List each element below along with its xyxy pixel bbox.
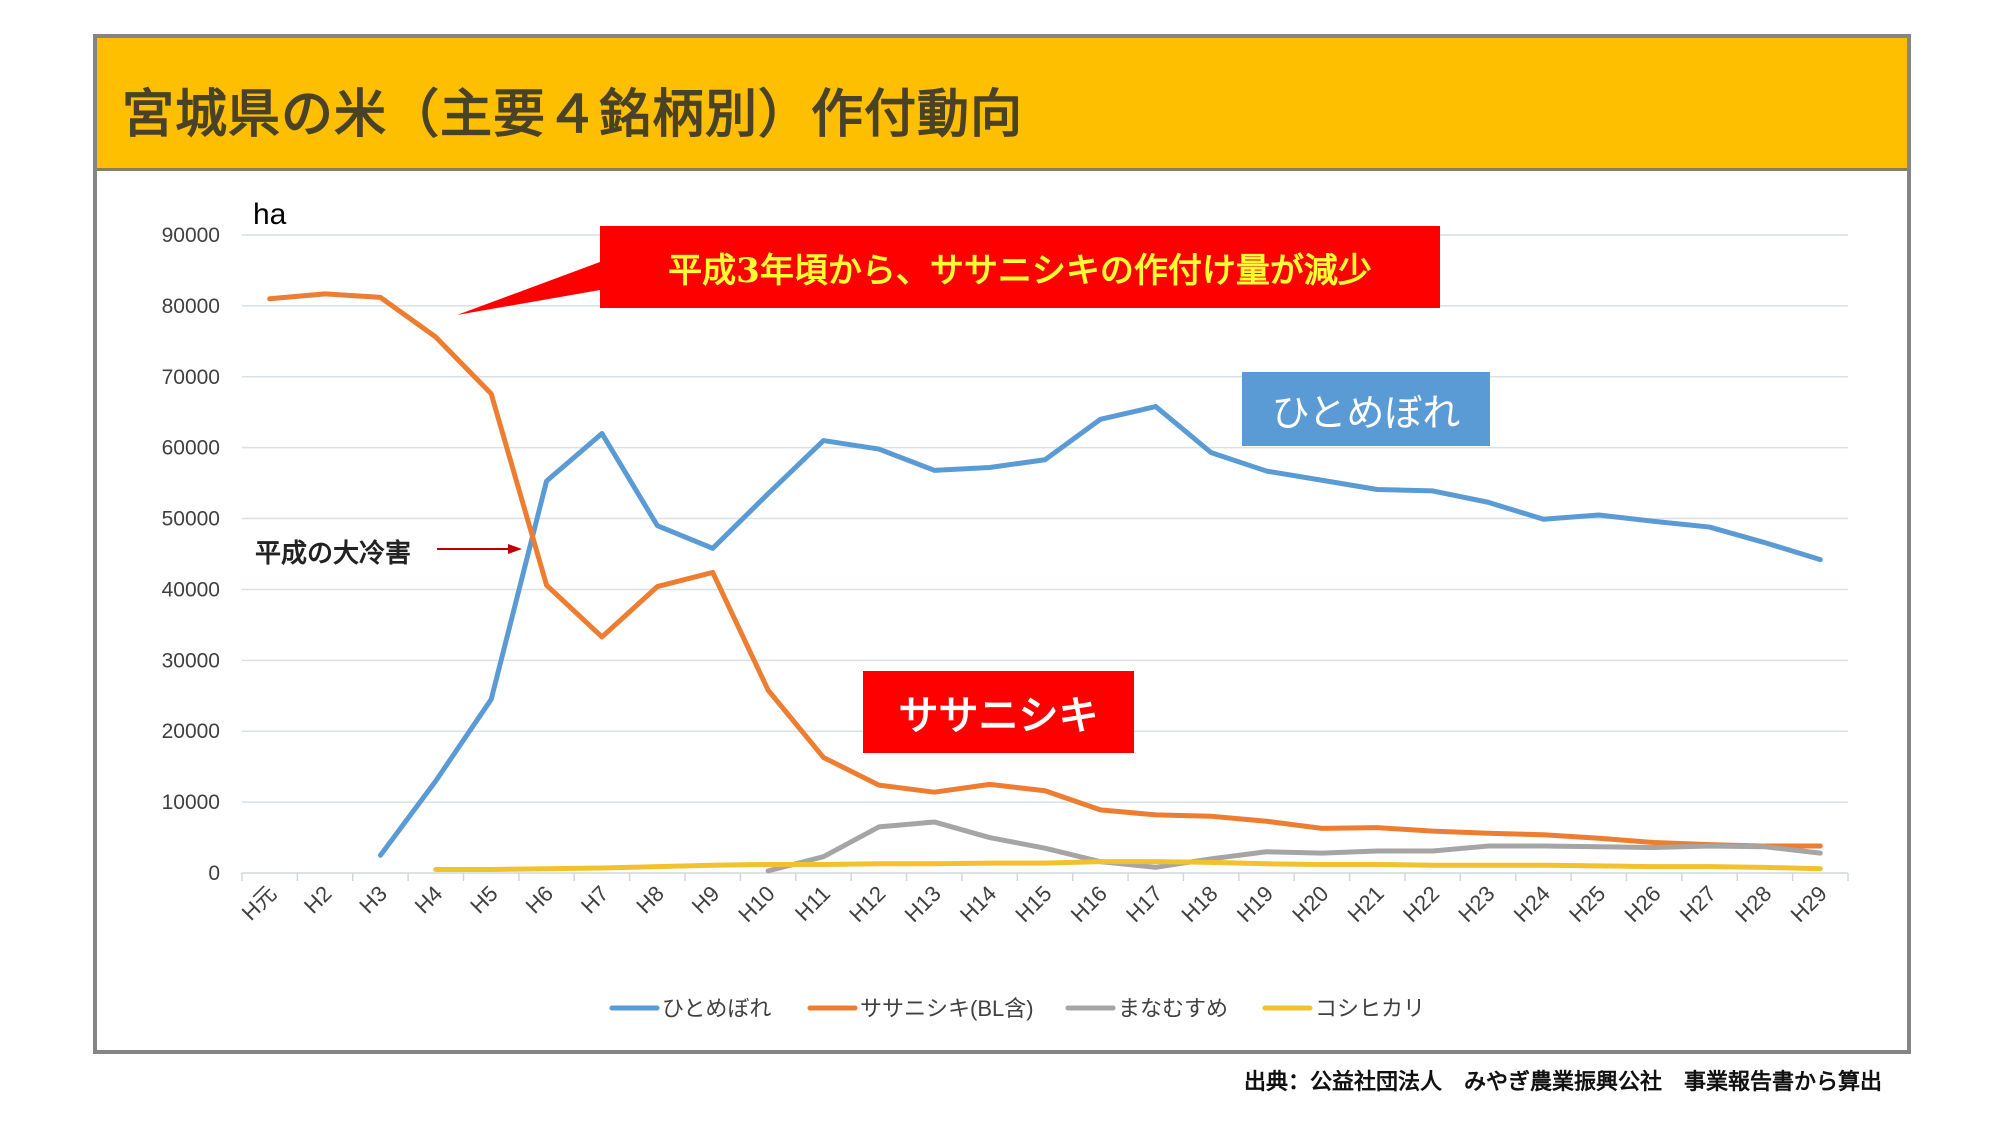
legend: ひとめぼれ ササニシキ(BL含) まなむすめ コシヒカリ — [609, 996, 1425, 1021]
x-tick-label: H26 — [1619, 881, 1665, 927]
series-line-3 — [433, 859, 1823, 872]
x-tick-label: H21 — [1343, 881, 1389, 927]
legend-label: ササニシキ(BL含) — [860, 996, 1034, 1021]
legend-label: まなむすめ — [1118, 996, 1228, 1021]
y-tick-label: 30000 — [162, 649, 220, 672]
chart-frame: 宮城県の米（主要４銘柄別）作付動向 — [93, 34, 1911, 1054]
x-tick-label: H28 — [1730, 881, 1776, 927]
y-axis-unit-label: ha — [253, 198, 287, 231]
x-tick-label: H20 — [1287, 881, 1333, 927]
y-tick-label: 90000 — [162, 224, 220, 247]
y-axis: 0 10000 20000 30000 40000 50000 60000 70000 8000… — [162, 224, 220, 885]
page-title: 宮城県の米（主要４銘柄別）作付動向 — [122, 84, 1024, 145]
callout-text: 平成3年頃から、ササニシキの作付け量が減少 — [668, 250, 1372, 291]
callout-box — [600, 226, 1440, 308]
x-tick-label: H10 — [733, 881, 779, 927]
y-tick-label: 10000 — [162, 791, 220, 814]
x-tick-label: H11 — [790, 881, 835, 926]
y-tick-label: 20000 — [162, 720, 220, 743]
x-tick-label: H18 — [1176, 881, 1222, 927]
source-footer: 出典：公益社団法人 みやぎ農業振興公社 事業報告書から算出 — [1243, 1069, 1882, 1095]
x-tick-label: H4 — [410, 881, 448, 919]
y-tick-label: 70000 — [162, 366, 220, 389]
x-tick-label: H27 — [1675, 881, 1721, 927]
x-tick-label: H17 — [1121, 881, 1167, 927]
x-tick-label: H29 — [1786, 881, 1832, 927]
y-tick-label: 60000 — [162, 437, 220, 460]
x-tick-label: H7 — [576, 881, 614, 919]
y-tick-label: 40000 — [162, 578, 220, 601]
x-tick-label: H15 — [1010, 881, 1056, 927]
x-tick-label: H6 — [521, 881, 559, 919]
title-banner: 宮城県の米（主要４銘柄別）作付動向 — [97, 38, 1907, 171]
x-tick-label: H25 — [1564, 881, 1610, 927]
series-line-2 — [765, 819, 1823, 874]
hitomebore-annotation: ひとめぼれ — [1242, 372, 1490, 446]
x-axis: H元 H2 H3 H4 H5 H6 H7 H8 H9 H10 H11 H12 H13 H14 H15 H16 H… — [237, 872, 1849, 927]
x-tick-label: H13 — [900, 881, 946, 927]
arrow-head-icon — [508, 544, 522, 554]
x-tick-label: H8 — [631, 881, 669, 919]
x-tick-label: H3 — [354, 881, 392, 919]
x-tick-label: H24 — [1509, 881, 1555, 927]
x-tick-label: H元 — [237, 881, 281, 925]
x-tick-label: H14 — [955, 881, 1001, 927]
y-tick-label: 50000 — [162, 508, 220, 531]
series-lines — [267, 291, 1823, 874]
x-tick-label: H23 — [1453, 881, 1499, 927]
x-tick-label: H5 — [465, 881, 503, 919]
cold-damage-annotation: 平成の大冷害 — [255, 539, 412, 569]
x-tick-label: H9 — [687, 881, 725, 919]
x-tick-label: H19 — [1232, 881, 1278, 927]
x-tick-label: H2 — [299, 881, 337, 919]
legend-label: ひとめぼれ — [662, 996, 771, 1021]
legend-label: コシヒカリ — [1315, 996, 1425, 1021]
callout-tail — [457, 262, 600, 315]
x-tick-label: H16 — [1066, 881, 1112, 927]
sasanishiki-annotation: ササニシキ — [863, 671, 1134, 753]
y-tick-label: 80000 — [162, 295, 220, 318]
x-tick-label: H12 — [844, 881, 890, 927]
x-tick-label: H22 — [1398, 881, 1444, 927]
y-tick-label: 0 — [208, 862, 220, 885]
